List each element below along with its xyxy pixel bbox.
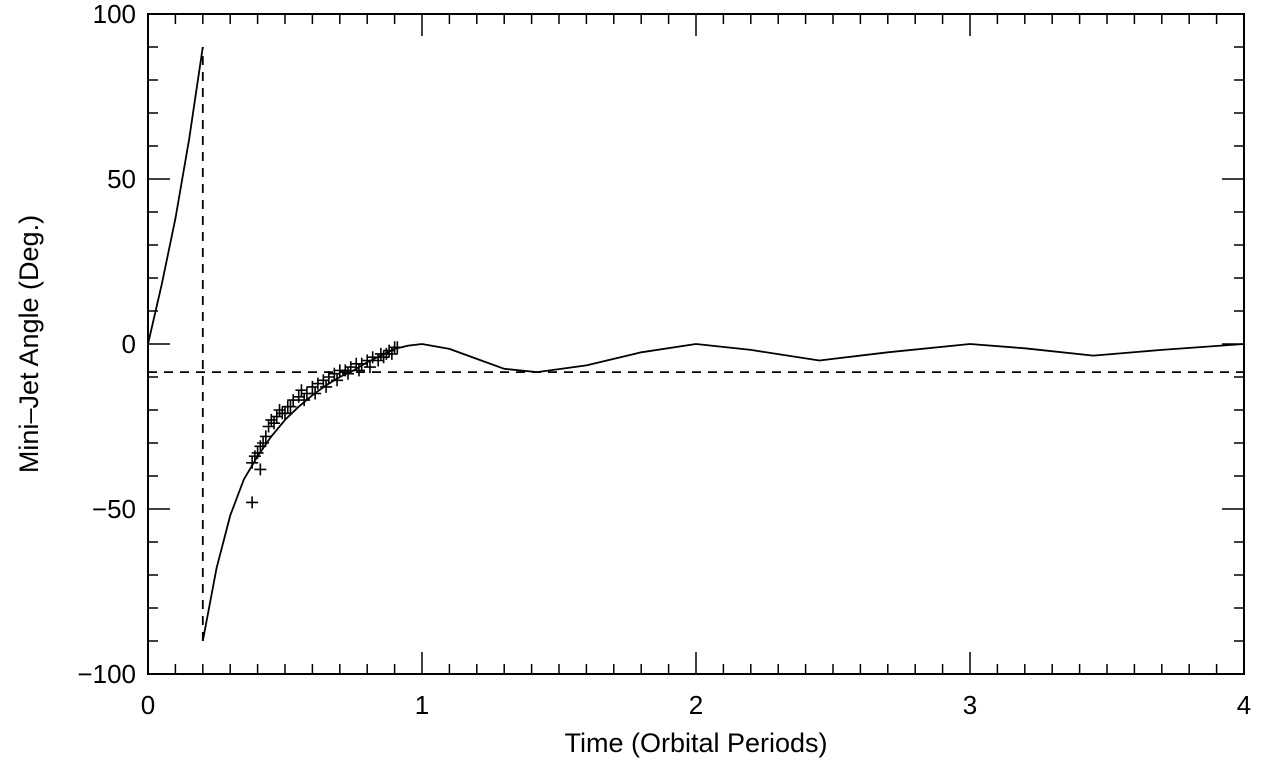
x-tick-label: 1 bbox=[415, 690, 429, 720]
x-tick-label: 3 bbox=[963, 690, 977, 720]
data-point-plus bbox=[248, 450, 261, 463]
data-point-plus bbox=[246, 496, 259, 509]
y-tick-label: 50 bbox=[107, 164, 136, 194]
x-tick-label: 4 bbox=[1237, 690, 1251, 720]
data-point-plus bbox=[246, 456, 259, 469]
data-point-plus bbox=[391, 341, 404, 354]
data-point-plus bbox=[298, 394, 311, 407]
data-point-plus bbox=[270, 410, 283, 423]
data-point-plus bbox=[262, 420, 275, 433]
data-point-plus bbox=[342, 367, 355, 380]
data-point-plus bbox=[295, 384, 308, 397]
data-point-plus bbox=[292, 390, 305, 403]
x-tick-label: 2 bbox=[689, 690, 703, 720]
y-axis-title: Mini–Jet Angle (Deg.) bbox=[14, 215, 44, 473]
data-point-plus bbox=[309, 387, 322, 400]
y-tick-label: 100 bbox=[93, 0, 136, 29]
plot-frame bbox=[147, 13, 1245, 675]
data-point-plus bbox=[383, 344, 396, 357]
y-tick-label: −100 bbox=[77, 659, 136, 689]
data-point-plus bbox=[320, 380, 333, 393]
x-axis-title: Time (Orbital Periods) bbox=[564, 728, 827, 758]
data-point-plus bbox=[251, 446, 264, 459]
data-point-plus bbox=[279, 407, 291, 420]
x-tick-label: 0 bbox=[141, 690, 155, 720]
data-point-plus bbox=[257, 437, 270, 449]
data-point-plus bbox=[265, 413, 278, 426]
data-point-plus bbox=[352, 364, 365, 377]
data-point-plus bbox=[254, 463, 267, 476]
data-point-plus bbox=[331, 374, 344, 387]
tick-labels: 0 1 2 3 4 −100 −50 0 50 100 bbox=[77, 0, 1251, 720]
data-point-plus bbox=[259, 430, 272, 443]
data-point-plus bbox=[273, 404, 286, 416]
data-point-plus bbox=[363, 361, 376, 374]
data-point-plus bbox=[372, 354, 385, 367]
data-point-plus bbox=[268, 417, 281, 430]
series-line-0 bbox=[147, 46, 204, 345]
y-tick-label: 0 bbox=[122, 329, 136, 359]
plot-marks bbox=[147, 46, 1245, 642]
data-point-plus bbox=[339, 364, 352, 377]
data-point-plus bbox=[254, 440, 267, 453]
data-point-plus bbox=[385, 347, 398, 360]
y-tick-label: −50 bbox=[92, 494, 136, 524]
series-line-1 bbox=[201, 343, 1245, 642]
data-point-plus bbox=[287, 394, 300, 407]
data-point-plus bbox=[284, 400, 297, 413]
